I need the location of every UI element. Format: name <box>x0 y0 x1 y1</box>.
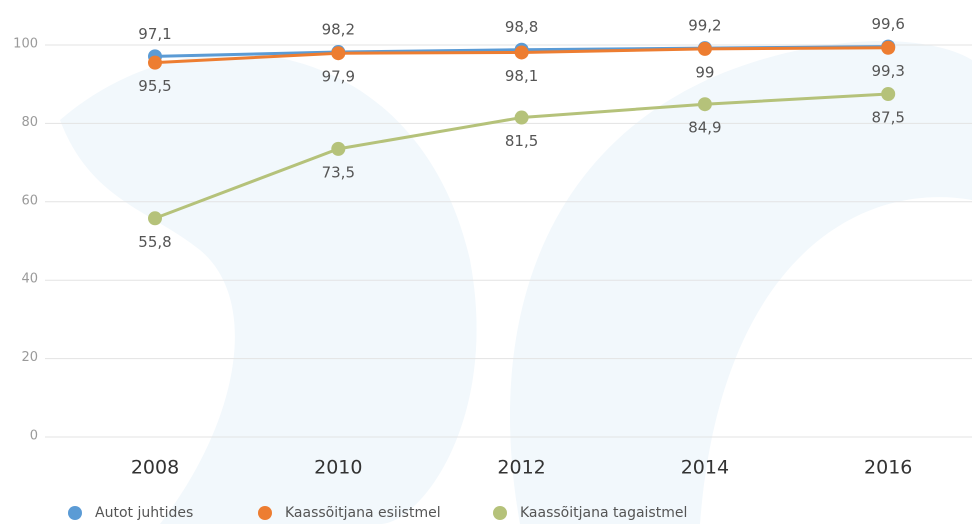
x-tick-label: 2014 <box>681 457 729 479</box>
legend-marker <box>68 506 82 520</box>
data-point <box>514 45 529 60</box>
data-point <box>331 46 346 61</box>
data-point <box>148 211 162 226</box>
data-label: 99,2 <box>688 17 721 35</box>
data-point <box>697 97 712 112</box>
y-tick-label: 20 <box>21 350 38 365</box>
y-tick-label: 80 <box>21 115 38 130</box>
data-label: 95,5 <box>138 77 171 95</box>
data-label: 97,9 <box>322 68 355 86</box>
data-label: 55,8 <box>138 233 171 251</box>
data-label: 84,9 <box>688 119 721 137</box>
data-point <box>697 41 712 56</box>
data-label: 97,1 <box>138 25 171 43</box>
legend-label: Kaassõitjana tagaistmel <box>520 505 687 521</box>
data-label: 98,1 <box>505 67 538 85</box>
data-label: 99,6 <box>871 15 904 33</box>
x-tick-label: 2012 <box>497 457 545 479</box>
data-label: 99 <box>695 63 714 81</box>
data-point <box>331 141 346 156</box>
x-tick-label: 2016 <box>864 457 912 479</box>
data-point <box>514 110 529 125</box>
x-tick-label: 2008 <box>131 457 179 479</box>
legend-label: Kaassõitjana esiistmel <box>285 505 441 521</box>
legend-marker <box>493 506 507 520</box>
y-tick-label: 40 <box>21 272 38 287</box>
data-label: 98,2 <box>322 21 355 39</box>
data-point <box>881 87 896 101</box>
data-label: 73,5 <box>322 163 355 181</box>
data-label: 99,3 <box>871 62 904 80</box>
y-tick-label: 60 <box>21 193 38 208</box>
legend-label: Autot juhtides <box>95 505 193 521</box>
watermark <box>60 41 972 524</box>
data-label: 98,8 <box>505 18 538 36</box>
data-label: 81,5 <box>505 132 538 150</box>
y-tick-label: 100 <box>13 37 38 52</box>
data-point <box>881 40 896 55</box>
legend-marker <box>258 506 272 520</box>
data-label: 87,5 <box>871 109 904 127</box>
y-tick-label: 0 <box>30 429 38 444</box>
x-tick-label: 2010 <box>314 457 362 479</box>
data-point <box>148 55 162 70</box>
